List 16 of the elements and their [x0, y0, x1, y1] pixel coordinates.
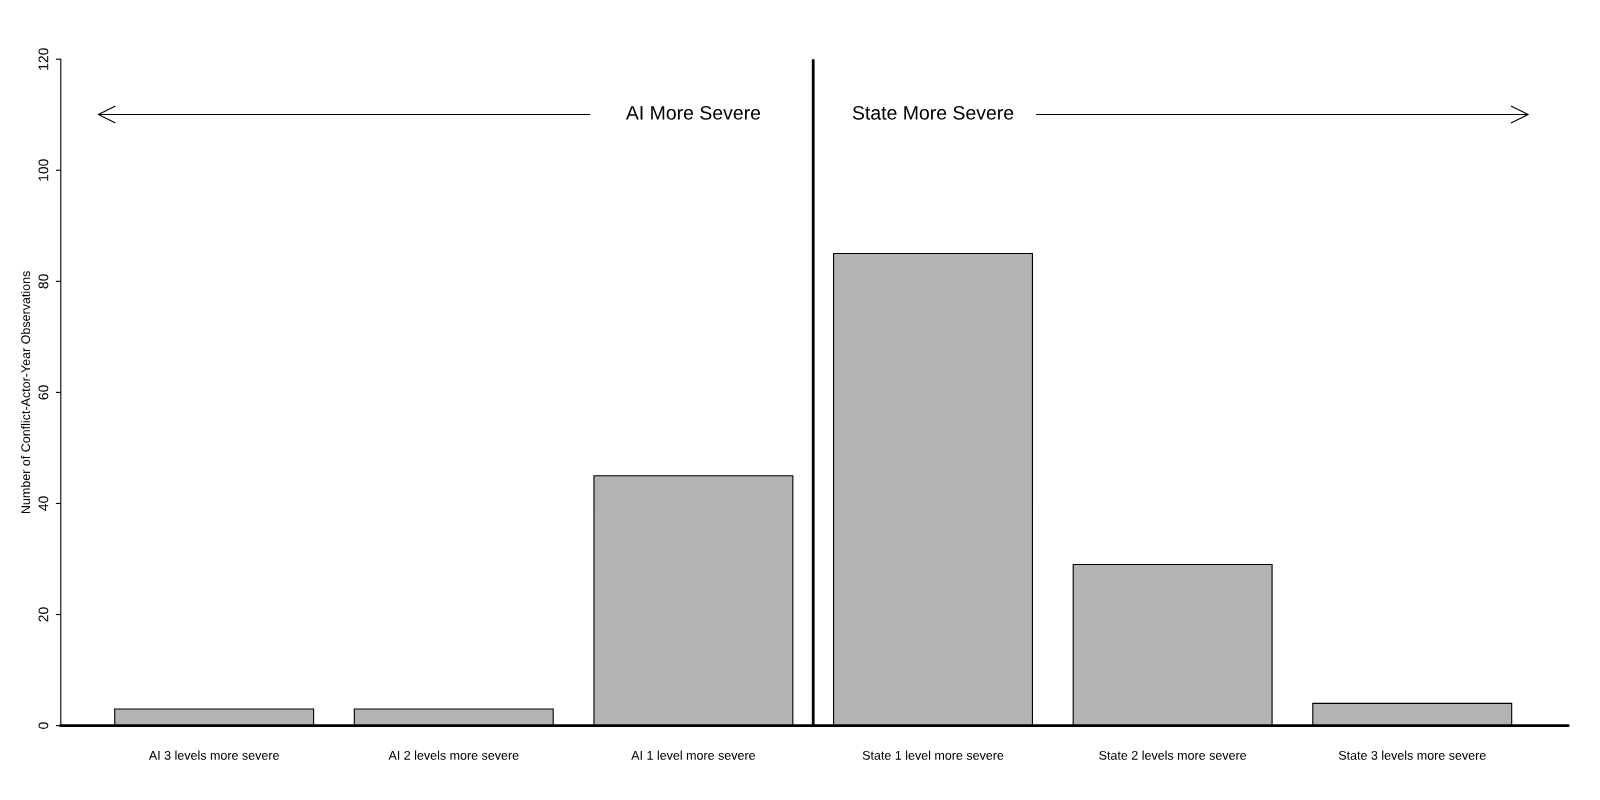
annotation: AI More Severe: [625, 105, 761, 120]
y-tick-label: 120: [38, 48, 49, 70]
x-tick-label: State 2 levels more severe: [1099, 750, 1247, 760]
x-tick-label: State 1 level more severe: [862, 750, 1004, 760]
x-tick-label: AI 3 levels more severe: [148, 750, 279, 760]
y-tick-label: 20: [38, 607, 49, 622]
y-tick-label: 80: [38, 274, 49, 289]
annotation: State More Severe: [852, 105, 1014, 120]
x-tick-label: AI 2 levels more severe: [388, 750, 519, 760]
y-tick-label: 100: [38, 159, 49, 181]
y-tick-label: 0: [38, 722, 49, 729]
x-tick-label: State 3 levels more severe: [1338, 750, 1486, 760]
y-axis-title: Number of Conflict-Actor-Year Observations: [20, 271, 31, 514]
y-tick-label: 40: [38, 496, 49, 511]
x-tick-label: AI 1 level more severe: [631, 750, 756, 760]
y-tick-label: 60: [38, 385, 49, 400]
